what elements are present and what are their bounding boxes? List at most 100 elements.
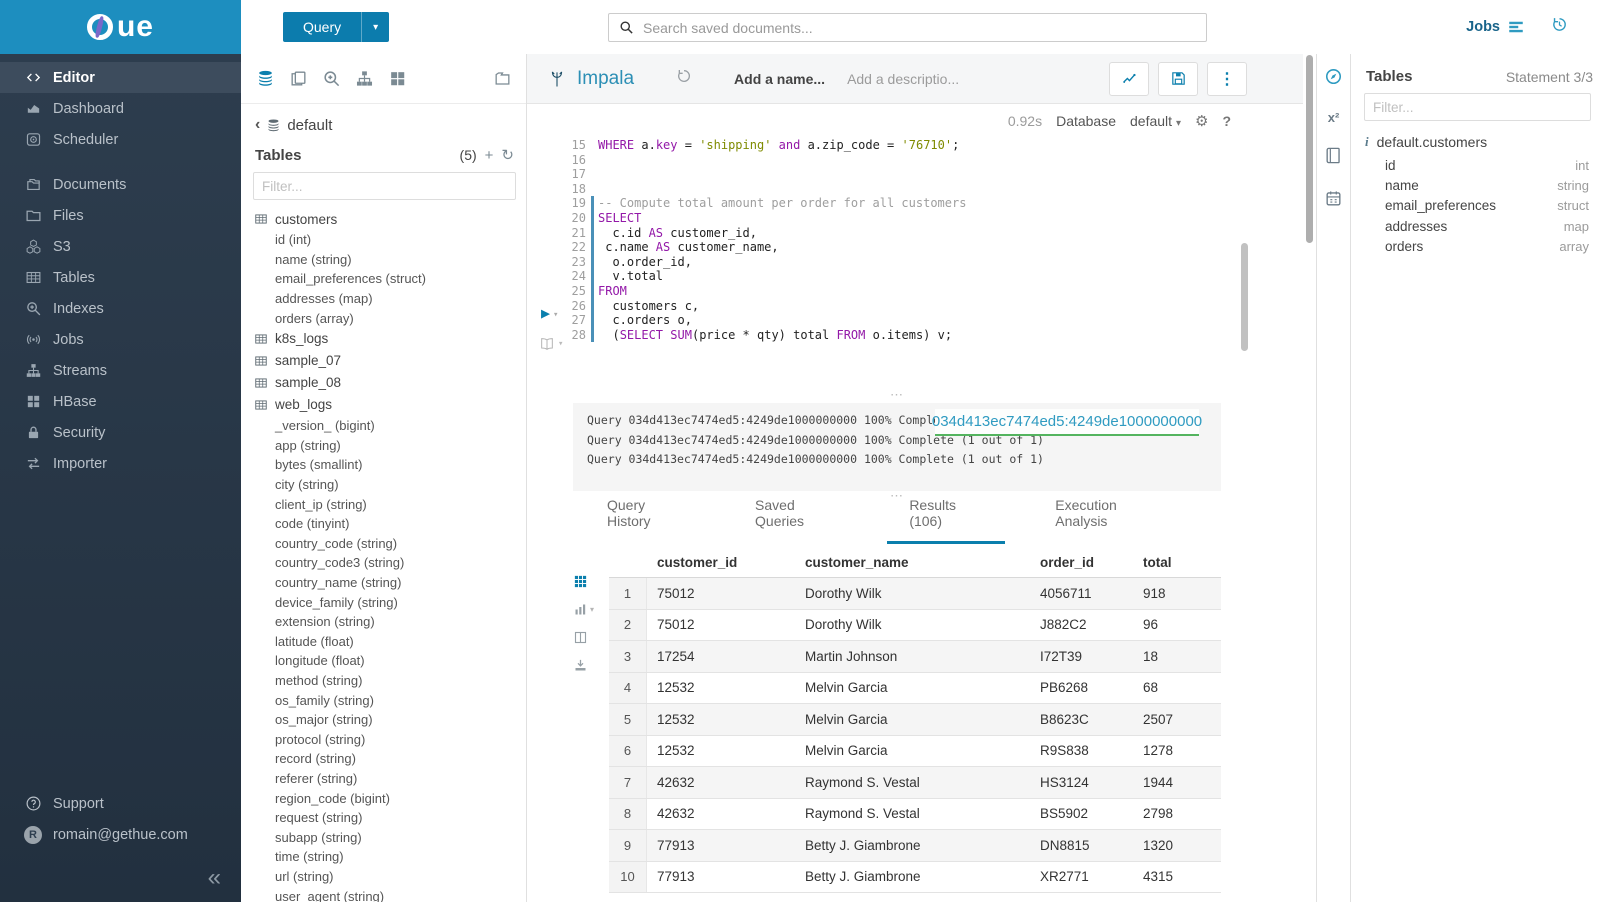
search-assist-icon[interactable] [319,68,343,90]
column-header-customer_id[interactable]: customer_id [657,555,738,570]
table-row[interactable]: 10 77913 Betty J. Giambrone XR2771 4315 [609,861,1221,893]
sidebar-item-files[interactable]: Files [0,200,241,231]
column-tree-item[interactable]: _version_ (bigint) [275,418,375,434]
sitemap-assist-icon[interactable] [352,68,376,90]
editor-scrollbar[interactable] [1241,243,1248,351]
table-tree-item[interactable]: customers [241,208,526,230]
column-tree-item[interactable]: extension (string) [275,614,375,630]
table-row[interactable]: 9 77913 Betty J. Giambrone DN8815 1320 [609,830,1221,862]
column-tree-item[interactable]: name (string) [275,251,352,267]
query-id-tooltip[interactable]: 034d413ec7474ed5:4249de1000000000 [932,409,1202,436]
schema-column-row[interactable]: email_preferences struct [1351,196,1601,216]
databases-assist-icon[interactable] [253,68,277,90]
apps-assist-icon[interactable] [385,68,409,90]
sidebar-item-security[interactable]: Security [0,417,241,448]
sidebar-item-hbase[interactable]: HBase [0,386,241,417]
column-tree-item[interactable]: id (int) [275,232,312,248]
column-header-order_id[interactable]: order_id [1040,555,1095,570]
sidebar-item-tables[interactable]: Tables [0,262,241,293]
columns-view-icon[interactable] [573,630,588,645]
sidebar-item-streams[interactable]: Streams [0,355,241,386]
chart-button[interactable] [1109,61,1149,96]
column-tree-item[interactable]: app (string) [275,437,341,453]
save-button[interactable] [1158,61,1198,96]
query-history-icon[interactable] [1551,16,1568,38]
column-tree-item[interactable]: orders (array) [275,310,354,326]
search-input[interactable] [634,19,1206,36]
column-tree-item[interactable]: method (string) [275,672,363,688]
tab-query-history[interactable]: Query History [607,497,651,529]
resize-handle-top[interactable]: ⋯ [890,387,904,402]
query-dropdown-caret[interactable]: ▾ [361,12,389,42]
column-tree-item[interactable]: client_ip (string) [275,496,367,512]
chart-view-icon[interactable]: ▾ [573,602,594,617]
right-filter-input[interactable] [1364,93,1591,121]
sidebar-item-s3[interactable]: S3 [0,231,241,262]
column-tree-item[interactable]: code (tinyint) [275,516,350,532]
sidebar-item-importer[interactable]: Importer [0,448,241,479]
download-icon[interactable] [573,658,588,673]
sidebar-item-jobs[interactable]: Jobs [0,324,241,355]
schema-column-row[interactable]: orders array [1351,236,1601,256]
schedule-icon[interactable] [1324,189,1343,211]
table-tree-item[interactable]: k8s_logs [241,328,526,350]
column-tree-item[interactable]: latitude (float) [275,633,354,649]
column-tree-item[interactable]: country_name (string) [275,575,402,591]
sql-code-editor[interactable]: ▶ ▾ ▾ 15 WHERE a.key = 'shipping' and a.z… [527,138,1303,390]
column-tree-item[interactable]: protocol (string) [275,731,366,747]
schema-column-row[interactable]: id int [1351,155,1601,175]
table-tree-item[interactable]: web_logs [241,394,526,416]
table-row[interactable]: 2 75012 Dorothy Wilk J882C2 96 [609,609,1221,641]
table-tree-item[interactable]: sample_07 [241,350,526,372]
table-row[interactable]: 4 12532 Melvin Garcia PB6268 68 [609,672,1221,704]
column-tree-item[interactable]: os_family (string) [275,692,374,708]
column-header-customer_name[interactable]: customer_name [805,555,909,570]
column-tree-item[interactable]: subapp (string) [275,829,362,845]
column-tree-item[interactable]: addresses (map) [275,291,373,307]
column-tree-item[interactable]: url (string) [275,868,334,884]
sidebar-item-scheduler[interactable]: Scheduler [0,124,241,155]
column-tree-item[interactable]: record (string) [275,751,356,767]
column-tree-item[interactable]: referer (string) [275,770,358,786]
documents-assist-icon[interactable] [286,68,310,90]
table-row[interactable]: 5 12532 Melvin Garcia B8623C 2507 [609,704,1221,736]
presentation-mode-button[interactable]: ▾ [539,336,563,352]
play-icon[interactable]: ▶ [541,304,551,322]
execute-controls[interactable]: ▶ ▾ [541,306,558,321]
table-row[interactable]: 7 42632 Raymond S. Vestal HS3124 1944 [609,767,1221,799]
column-tree-item[interactable]: email_preferences (struct) [275,271,426,287]
functions-icon[interactable]: x² [1327,110,1340,125]
tab-saved-queries[interactable]: Saved Queries [755,497,805,529]
editor-history-icon[interactable] [676,68,692,89]
help-icon[interactable]: ? [1222,113,1231,129]
collapse-sidebar-button[interactable]: « [207,864,221,891]
table-row[interactable]: 3 17254 Martin Johnson I72T39 18 [609,641,1221,673]
sidebar-item-dashboard[interactable]: Dashboard [0,93,241,124]
grid-view-icon[interactable] [573,574,588,589]
jobs-link[interactable]: Jobs [1466,18,1525,36]
back-chevron-icon[interactable]: ‹ [255,116,261,133]
table-filter-input[interactable] [253,172,516,200]
column-tree-item[interactable]: request (string) [275,810,363,826]
column-tree-item[interactable]: city (string) [275,477,339,493]
main-scrollbar-thumb[interactable] [1306,55,1313,243]
query-name-field[interactable]: Add a name... [734,70,826,87]
info-icon[interactable]: i [1365,134,1369,149]
table-row[interactable]: 8 42632 Raymond S. Vestal BS5902 2798 [609,798,1221,830]
new-query-button[interactable]: Query ▾ [283,12,390,42]
sidebar-item-support[interactable]: Support [0,788,241,819]
sidebar-item-documents[interactable]: Documents [0,169,241,200]
add-table-icon[interactable]: + [484,146,494,164]
language-reference-icon[interactable] [1324,146,1343,168]
tab-results-106-[interactable]: Results (106) [887,497,1006,544]
table-row[interactable]: 6 12532 Melvin Garcia R9S838 1278 [609,735,1221,767]
column-tree-item[interactable]: country_code (string) [275,535,398,551]
editor-assistant-icon[interactable] [1324,67,1343,89]
refresh-tables-icon[interactable]: ↻ [501,147,514,164]
active-table-row[interactable]: i default.customers [1351,127,1601,155]
table-tree-item[interactable]: sample_08 [241,372,526,394]
execute-options-caret[interactable]: ▾ [553,310,559,320]
sidebar-item-editor[interactable]: Editor [0,62,241,93]
column-tree-item[interactable]: bytes (smallint) [275,457,363,473]
column-tree-item[interactable]: country_code3 (string) [275,555,405,571]
